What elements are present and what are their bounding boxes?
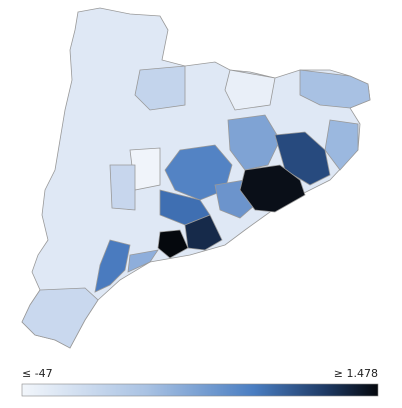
region <box>239 164 306 213</box>
region <box>224 69 276 111</box>
region <box>227 114 281 171</box>
region <box>299 69 371 109</box>
region <box>157 229 189 259</box>
region <box>134 65 186 111</box>
region <box>109 164 136 211</box>
legend-color-bar <box>21 383 379 397</box>
region <box>324 119 359 171</box>
region <box>94 239 131 293</box>
region <box>184 214 223 251</box>
region <box>127 249 159 273</box>
region <box>21 287 99 349</box>
legend-min-label: ≤ -47 <box>22 367 53 380</box>
map <box>21 7 371 349</box>
legend-max-label: ≥ 1.478 <box>334 367 378 380</box>
